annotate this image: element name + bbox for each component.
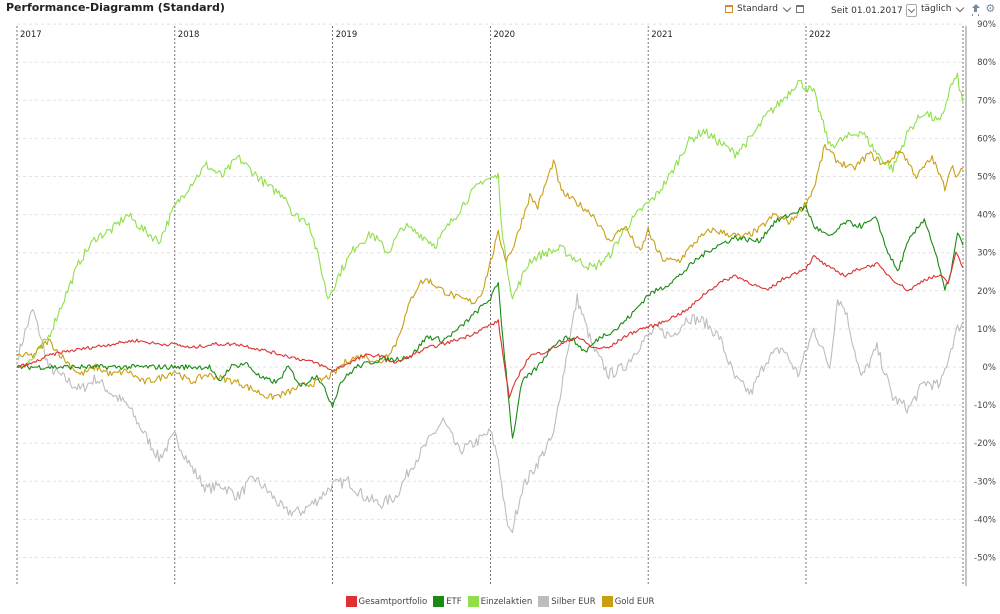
export-icon[interactable] [971,4,981,14]
chart-legend: Gesamtportfolio ETF Einzelaktien Silber EUR… [0,596,1000,607]
year-label: 2022 [809,30,831,40]
y-tick-label: 30% [977,249,996,259]
series-line-0 [16,293,964,534]
page-title: Performance-Diagramm (Standard) [6,1,225,14]
chart-series [16,72,964,534]
year-label: 2021 [651,30,673,40]
year-markers: 2017 2018 2019 2020 2021 2022 [16,26,964,586]
legend-label: Einzelaktien [480,596,533,607]
year-label: 2019 [336,30,358,40]
calendar-edit-icon[interactable] [795,5,804,13]
y-tick-label: 70% [977,96,996,106]
date-range-selector[interactable]: Seit 01.01.2017 [831,4,917,17]
interval-label: täglich [921,4,952,14]
y-tick-label: 90% [977,20,996,30]
y-tick-label: -40% [974,515,996,525]
series-line-2 [16,143,964,400]
view-label: Standard [737,4,778,14]
gear-icon[interactable]: ⚙ [985,2,996,15]
legend-item[interactable]: Gold EUR [601,596,655,607]
legend-label: ETF [446,596,462,607]
legend-swatch [433,596,445,607]
y-tick-label: 0% [983,363,997,373]
y-tick-label: -10% [974,401,996,411]
legend-item[interactable]: Silber EUR [538,596,596,607]
legend-label: Gesamtportfolio [358,596,428,607]
interval-selector[interactable]: täglich ⚙ [921,2,996,15]
y-tick-label: 80% [977,58,996,68]
y-tick-label: -50% [974,554,996,564]
legend-swatch [467,596,479,607]
legend-swatch [345,596,357,607]
y-tick-label: 10% [977,325,996,335]
year-label: 2018 [178,30,200,40]
since-label: Seit 01.01.2017 [831,5,903,16]
date-range-dropdown[interactable] [905,4,917,17]
y-axis: 90% 80% 70% 60% 50% 40% 30% 20% 10% 0% -10% -20% -30… [965,20,997,586]
legend-label: Silber EUR [551,596,596,607]
y-tick-label: 60% [977,134,996,144]
legend-item[interactable]: Gesamtportfolio [345,596,428,607]
y-tick-label: -30% [974,477,996,487]
y-tick-label: 40% [977,211,996,221]
view-selector[interactable]: Standard [725,3,808,14]
series-line-3 [16,205,964,439]
legend-item[interactable]: ETF [433,596,462,607]
performance-chart: 2017 2018 2019 2020 2021 2022 90% 80% 70% 60% 50%… [16,20,997,586]
series-line-1 [16,72,964,368]
y-tick-label: -20% [974,439,996,449]
series-line-4 [16,251,964,399]
year-label: 2020 [493,30,515,40]
calendar-icon [725,5,733,13]
y-tick-label: 20% [977,287,996,297]
legend-swatch [538,596,550,607]
legend-label: Gold EUR [614,596,655,607]
year-label: 2017 [20,30,42,40]
y-tick-label: 50% [977,173,996,183]
legend-swatch [601,596,613,607]
legend-item[interactable]: Einzelaktien [467,596,533,607]
